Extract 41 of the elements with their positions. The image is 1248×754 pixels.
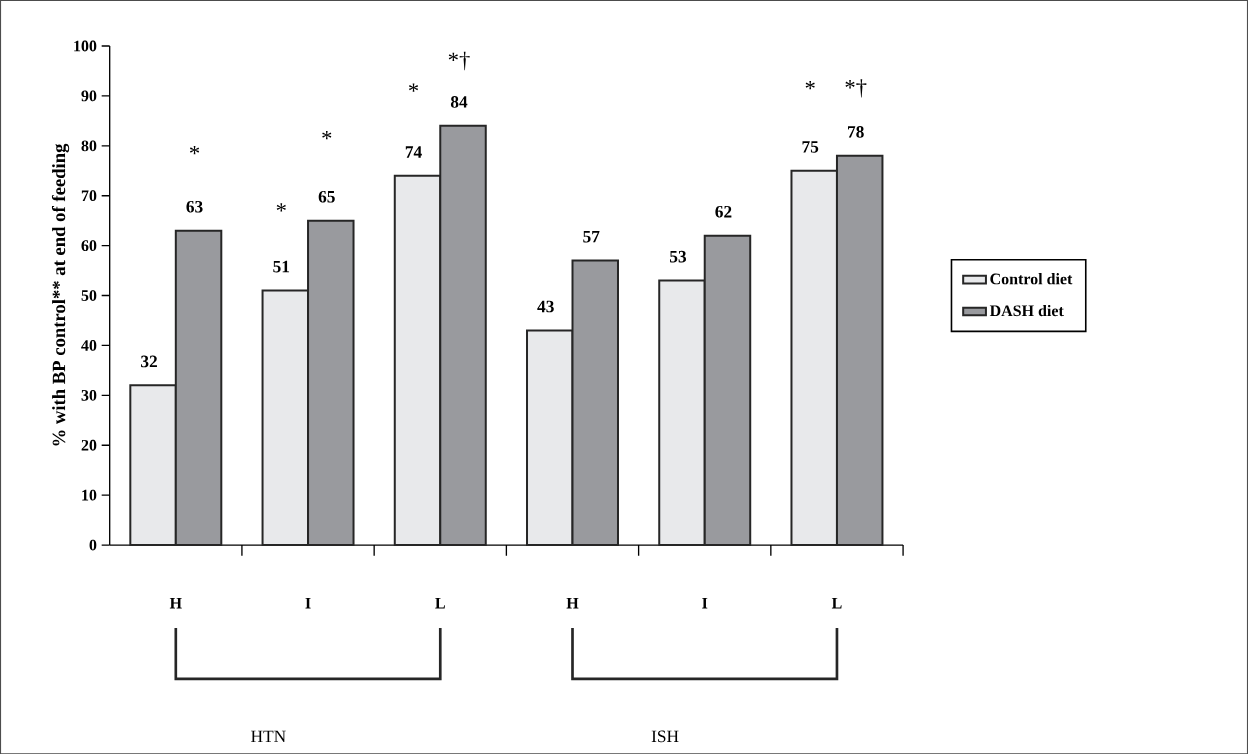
- data-label: 65: [318, 190, 335, 203]
- y-tick-label: 80: [81, 140, 97, 152]
- data-label: 75: [802, 141, 819, 153]
- data-label: 74: [405, 146, 422, 158]
- y-tick-label: 100: [74, 40, 97, 52]
- legend-label: Control diet: [990, 272, 1073, 285]
- data-label: 62: [715, 205, 732, 218]
- y-tick-label: 30: [81, 389, 97, 401]
- annotation: *: [322, 130, 332, 140]
- data-label: 53: [670, 250, 687, 263]
- data-label: 32: [141, 355, 157, 368]
- text: ISH: [651, 730, 679, 743]
- annotation: *: [276, 203, 286, 212]
- text: HTN: [251, 730, 286, 742]
- x-tick-label: H: [169, 597, 182, 609]
- annotation: *†: [845, 79, 867, 98]
- data-label: 84: [450, 95, 468, 108]
- y-tick-label: 0: [89, 539, 97, 551]
- x-tick-label: I: [702, 597, 708, 609]
- data-label: 57: [583, 230, 600, 243]
- y-tick-label: 70: [81, 190, 97, 201]
- annotation: *: [408, 83, 419, 92]
- annotation: *†: [448, 51, 470, 71]
- y-tick-label: 20: [81, 439, 97, 451]
- data-label: 78: [848, 125, 864, 138]
- y-tick-label: 10: [82, 489, 97, 501]
- x-tick-label: H: [566, 597, 579, 609]
- x-tick-label: I: [305, 597, 311, 609]
- y-tick-label: 50: [81, 289, 97, 301]
- data-label: 51: [273, 260, 290, 273]
- y-tick-label: 90: [81, 90, 97, 102]
- data-label: 43: [537, 300, 554, 313]
- y-tick-label: 60: [81, 240, 97, 251]
- y-tick-label: 40: [81, 339, 97, 351]
- annotation: *: [805, 80, 815, 90]
- legend-label: DASH diet: [989, 304, 1064, 316]
- data-label: 63: [186, 200, 203, 213]
- annotation: *: [189, 145, 200, 155]
- x-tick-label: L: [435, 597, 445, 609]
- y-axis-title: % with BP control** at end of feeding: [51, 143, 70, 446]
- x-tick-label: L: [831, 597, 842, 609]
